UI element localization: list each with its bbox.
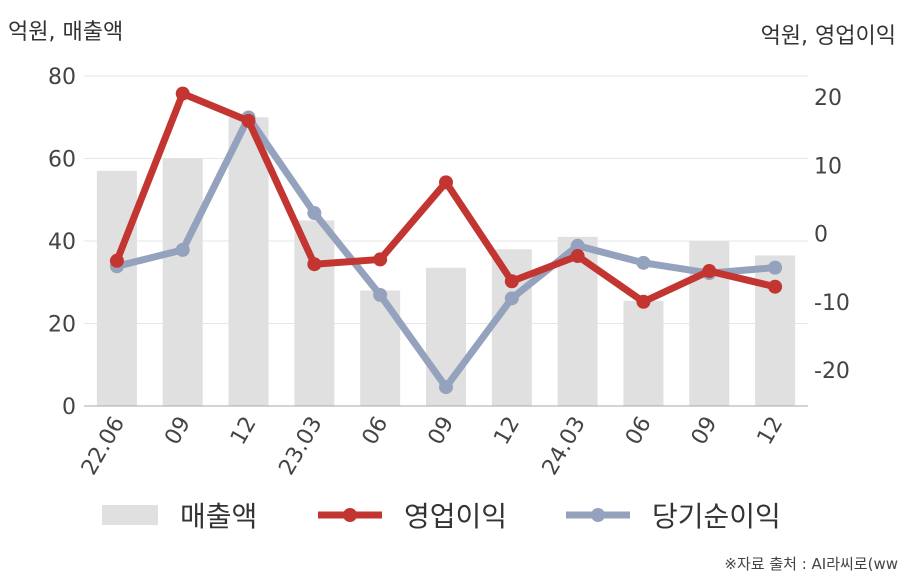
legend-item-revenue[interactable]: 매출액 [102,490,257,540]
x-tick-label: 12 [226,413,262,450]
revenue-bars [96,117,796,406]
x-tick-label: 06 [358,413,394,450]
revenue-bar [162,158,203,406]
x-tick-label: 12 [753,413,789,450]
left-tick-label: 80 [48,65,76,90]
x-tick-label: 09 [687,413,723,450]
x-tick-label: 09 [160,413,196,450]
series-point [636,294,651,309]
left-tick-label: 0 [62,395,76,420]
legend-item-net[interactable]: 당기순이익 [566,490,781,540]
right-tick-label: 10 [814,154,842,179]
x-tick-label: 23.03 [274,413,327,480]
x-tick-label: 22.06 [77,413,130,480]
revenue-bar [360,290,401,406]
legend-swatch-revenue [102,505,158,525]
legend-swatch-operating [318,508,382,522]
chart: 0 20 40 60 80 -20 -10 0 10 20 22.06 09 12 23.03 06 09 12… [48,65,850,480]
series-point [570,238,585,253]
series-point [307,206,322,221]
right-tick-label: 0 [814,223,828,248]
legend-label-operating: 영업이익 [404,500,508,533]
right-tick-label: 20 [814,86,842,111]
legend: 매출액 영업이익 당기순이익 [0,490,908,540]
series-point [439,175,453,190]
left-axis-unit: 억원, 매출액 [8,20,124,45]
revenue-bar [755,255,796,406]
profit-lines [109,86,783,395]
series-point [504,274,519,289]
series-point [504,291,519,306]
series-point [373,287,388,302]
revenue-bar [96,170,137,406]
series-point [109,253,124,268]
x-tick-label: 24.03 [538,413,591,480]
series-point [175,86,190,101]
left-tick-label: 60 [48,148,76,173]
legend-label-revenue: 매출액 [180,500,258,533]
right-tick-label: -10 [814,291,850,316]
revenue-bar [228,117,269,406]
left-tick-label: 20 [48,313,76,338]
series-point [175,242,190,257]
series-point [768,279,783,294]
source-note: ※자료 출처 : AI라씨로(ww [724,555,898,573]
revenue-bar [623,300,664,406]
series-point [241,113,256,128]
series-point [636,255,651,270]
legend-item-operating[interactable]: 영업이익 [318,490,507,540]
series-point [439,380,453,395]
series-point [373,252,388,267]
series-point [768,260,783,275]
right-tick-label: -20 [814,359,850,384]
x-tick-label: 12 [489,413,525,450]
x-tick-label: 06 [621,413,657,450]
legend-swatch-net [566,508,630,522]
series-point [702,264,717,279]
revenue-bar [294,220,335,406]
right-axis-unit: 억원, 영업이익 [760,24,896,49]
left-tick-label: 40 [48,230,76,255]
series-point [307,257,322,272]
x-tick-label: 09 [424,413,460,450]
series-point [570,249,585,264]
legend-label-net: 당기순이익 [652,500,781,533]
